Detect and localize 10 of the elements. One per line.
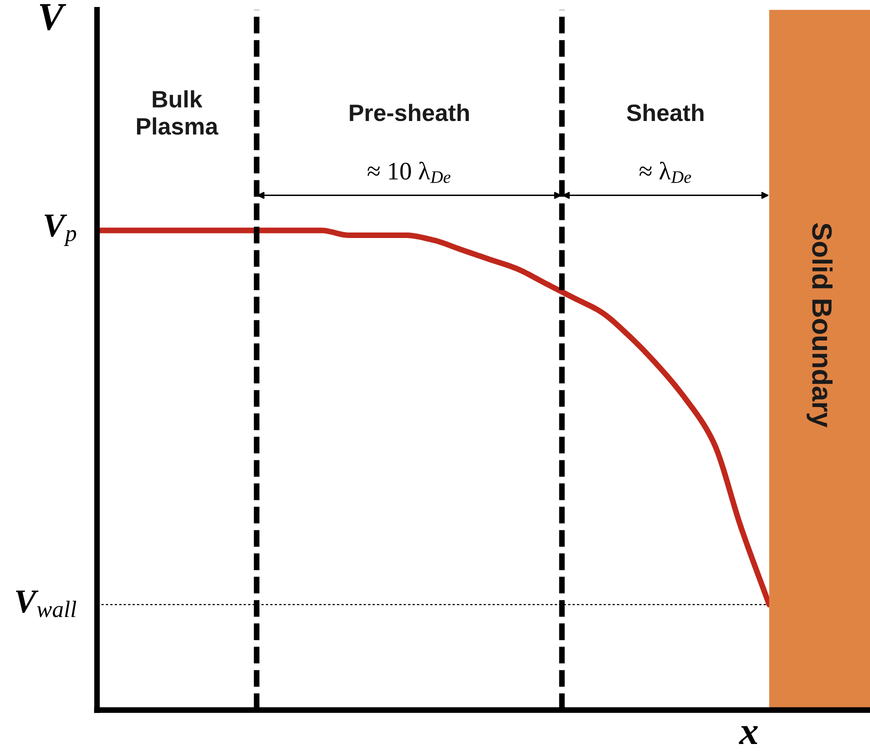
text: V: [40, 4, 66, 30]
text: ≈ 10 λ$_{De}$: [368, 162, 450, 184]
text: ≈ λ$_{De}$: [639, 162, 692, 184]
ref-line-label: V$_{wall}$: [16, 590, 76, 618]
x-axis-title: x: [738, 726, 758, 744]
text: Bulk Plasma: [137, 90, 218, 135]
text: Pre-sheath: [350, 104, 469, 122]
text: V$_{p}$: [44, 214, 76, 246]
text: Sheath: [626, 104, 704, 122]
text: Solid Boundary: [806, 223, 833, 428]
